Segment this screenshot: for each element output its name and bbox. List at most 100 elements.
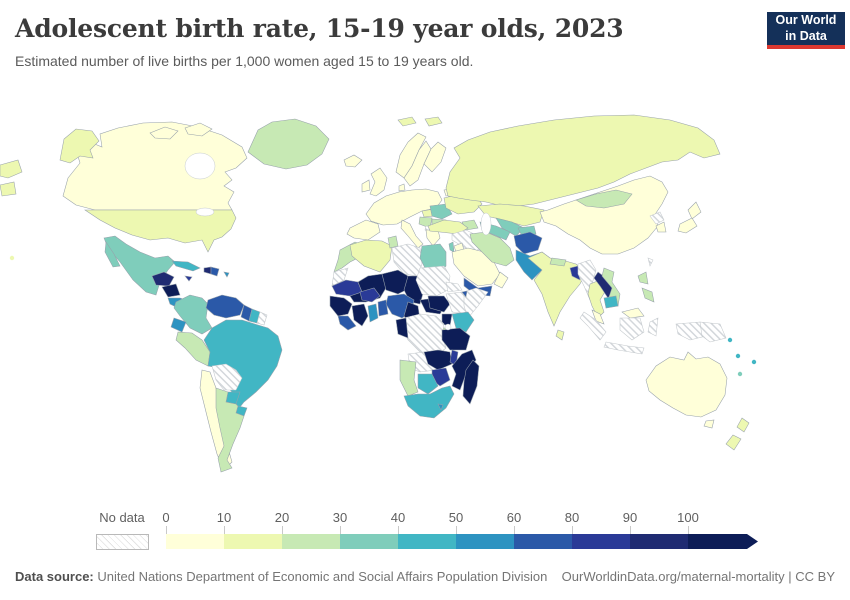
country-sri-lanka[interactable] [555, 329, 565, 341]
country-cote-divoire[interactable] [351, 303, 369, 327]
country-dr-congo[interactable] [401, 313, 447, 357]
country-indonesia-sumatra[interactable] [579, 311, 607, 341]
country-mexico-baja[interactable] [104, 241, 121, 268]
country-new-caledonia[interactable] [737, 371, 743, 377]
country-alaska[interactable] [59, 128, 100, 164]
country-madagascar[interactable] [462, 359, 480, 405]
country-malaysia[interactable] [621, 307, 645, 319]
country-namibia[interactable] [399, 359, 419, 397]
country-indonesia-java[interactable] [603, 341, 645, 355]
country-cuba[interactable] [171, 260, 201, 272]
country-fiji[interactable] [751, 359, 757, 365]
country-mongolia[interactable] [575, 189, 633, 209]
country-congo-gabon[interactable] [395, 317, 409, 339]
country-western-sahara[interactable] [331, 267, 349, 287]
country-peru[interactable] [175, 331, 211, 367]
country-kazakhstan[interactable] [477, 203, 545, 227]
country-ghana[interactable] [367, 303, 379, 323]
country-bolivia[interactable] [211, 363, 243, 391]
country-australia[interactable] [645, 351, 728, 418]
country-indonesia-papua[interactable] [675, 321, 707, 341]
country-guatemala-honduras[interactable] [151, 271, 175, 287]
country-jamaica[interactable] [184, 275, 193, 282]
country-vanuatu[interactable] [735, 353, 741, 359]
country-russia-fragment[interactable] [0, 181, 17, 197]
country-russia-fragment[interactable] [0, 159, 23, 179]
country-north-korea[interactable] [649, 211, 665, 225]
country-brazil[interactable] [203, 319, 283, 413]
country-nicaragua[interactable] [161, 283, 181, 298]
country-taiwan[interactable] [647, 257, 654, 267]
owid-logo[interactable]: Our World in Data [767, 12, 845, 49]
legend-bin-20-30[interactable] [282, 534, 340, 549]
country-afghanistan[interactable] [513, 231, 543, 255]
country-south-africa[interactable] [403, 385, 455, 419]
country-usa[interactable] [84, 209, 237, 253]
country-iceland[interactable] [343, 154, 363, 168]
country-italy[interactable] [400, 219, 424, 249]
license-link[interactable]: OurWorldinData.org/maternal-mortality | … [561, 569, 835, 584]
country-arctic-islands[interactable] [149, 126, 179, 140]
country-venezuela[interactable] [205, 294, 245, 319]
country-philippines[interactable] [641, 287, 655, 303]
country-algeria[interactable] [349, 239, 393, 273]
country-russia[interactable] [445, 114, 721, 207]
legend-bin-40-50[interactable] [398, 534, 456, 549]
country-new-zealand[interactable] [725, 434, 742, 451]
country-papua-new-guinea[interactable] [699, 321, 727, 343]
legend-bin-0-10[interactable] [166, 534, 224, 549]
country-senegal-guinea[interactable] [329, 295, 353, 317]
country-puerto-rico[interactable] [223, 271, 230, 278]
country-oman[interactable] [493, 271, 509, 289]
country-svalbard[interactable] [424, 116, 443, 127]
legend-bin-100+[interactable] [688, 534, 758, 549]
legend-bin-30-40[interactable] [340, 534, 398, 549]
country-tanzania[interactable] [441, 327, 471, 351]
country-south-sudan[interactable] [427, 295, 451, 313]
country-botswana[interactable] [417, 373, 439, 395]
country-svalbard[interactable] [397, 116, 417, 127]
country-lesotho[interactable] [437, 403, 444, 411]
legend-bin-50-60[interactable] [456, 534, 514, 549]
country-south-korea[interactable] [655, 221, 667, 233]
country-burkina-faso[interactable] [359, 287, 381, 303]
country-cambodia[interactable] [603, 295, 619, 309]
country-haiti[interactable] [203, 266, 212, 275]
country-new-zealand[interactable] [736, 417, 750, 433]
country-tunisia[interactable] [387, 235, 399, 249]
legend-no-data-swatch[interactable] [96, 534, 149, 550]
country-indonesia-sulawesi[interactable] [647, 317, 659, 337]
country-hawaii[interactable] [9, 255, 15, 261]
country-arctic-islands[interactable] [184, 122, 213, 137]
country-uk[interactable] [369, 167, 388, 197]
country-somalia[interactable] [463, 287, 489, 319]
country-sudan[interactable] [415, 265, 451, 297]
country-denmark[interactable] [398, 183, 406, 192]
country-tasmania[interactable] [703, 419, 715, 429]
country-philippines[interactable] [637, 271, 649, 285]
country-iberia[interactable] [346, 219, 381, 241]
country-japan[interactable] [687, 201, 702, 220]
country-finland[interactable] [423, 141, 447, 173]
country-zambia[interactable] [423, 349, 453, 371]
country-sierra-leone-liberia[interactable] [337, 315, 357, 331]
country-ecuador[interactable] [170, 317, 187, 333]
country-malaysia[interactable] [591, 309, 605, 325]
country-french-guiana[interactable] [256, 311, 268, 326]
country-indonesia-kalimantan[interactable] [619, 317, 645, 341]
country-bangladesh[interactable] [569, 265, 581, 281]
legend-bin-60-80[interactable] [514, 534, 572, 549]
country-nepal-bhutan[interactable] [549, 257, 567, 267]
country-greenland[interactable] [247, 118, 330, 170]
country-eritrea[interactable] [445, 281, 463, 293]
legend-bin-90-100[interactable] [630, 534, 688, 549]
country-djibouti[interactable] [461, 290, 468, 298]
country-ireland[interactable] [361, 179, 371, 193]
country-dominican-republic[interactable] [210, 266, 220, 277]
country-togo-benin[interactable] [377, 299, 389, 317]
country-solomon-islands[interactable] [727, 337, 733, 343]
country-japan[interactable] [677, 217, 698, 234]
country-argentina[interactable] [215, 387, 245, 473]
country-iran[interactable] [469, 231, 515, 267]
country-central-europe[interactable] [365, 188, 443, 226]
